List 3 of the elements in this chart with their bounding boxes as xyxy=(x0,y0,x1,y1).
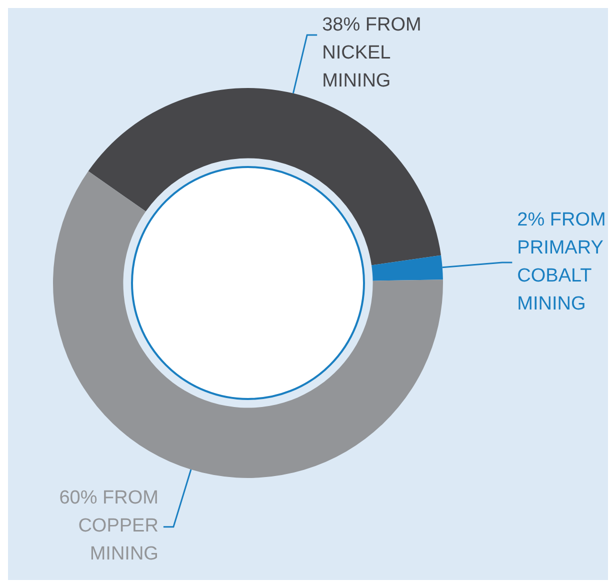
slice-label: 2% FROM PRIMARY COBALT MINING xyxy=(517,209,606,314)
slice-label: 38% FROM NICKEL MINING xyxy=(322,14,422,92)
slice-label: 60% FROM COPPER MINING xyxy=(59,488,158,565)
